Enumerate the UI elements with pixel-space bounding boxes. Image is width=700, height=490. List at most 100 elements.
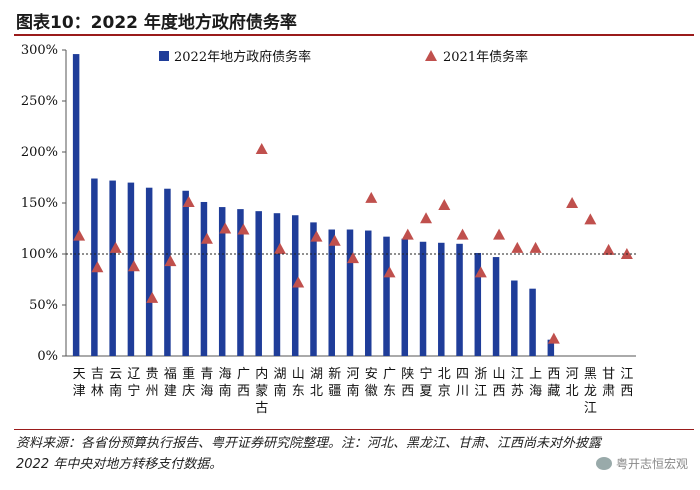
x-tick-label: 上海 (529, 367, 542, 399)
x-tick-label: 浙江 (474, 367, 487, 399)
marker-2021-山东 (292, 276, 305, 288)
x-tick-label: 河北 (566, 367, 579, 399)
bar-2022-湖北 (310, 222, 317, 356)
x-tick-label: 内蒙古 (255, 366, 268, 416)
marker-2021-河南 (347, 252, 359, 264)
x-tick-label: 江苏 (511, 367, 524, 399)
wechat-icon (595, 457, 612, 470)
watermark-text: 粤开志恒宏观 (615, 457, 688, 471)
bar-2022-广西 (237, 209, 244, 356)
x-tick-label: 云南 (109, 367, 122, 399)
x-tick-label: 青海 (200, 367, 213, 399)
marker-2021-河北 (566, 197, 579, 208)
x-tick-label: 广东 (383, 367, 396, 399)
marker-2021-四川 (456, 228, 469, 240)
bar-2022-西藏 (547, 339, 555, 356)
x-tick-label: 湖南 (273, 367, 286, 399)
bar-2022-海南 (218, 207, 226, 356)
bar-2022-广东 (383, 236, 390, 356)
chart-title: 图表10：2022 年度地方政府债务率 (16, 13, 297, 33)
debt-ratio-chart: 0% 50% 100% 150% 200% 250% 300% 天津吉林云南辽宁贵州福建重庆… (21, 43, 636, 416)
bar-2022-浙江 (474, 252, 482, 356)
marker-2021-吉林 (91, 261, 104, 273)
marker-2021-陕西 (401, 228, 414, 240)
marker-2021-海南 (219, 222, 232, 234)
marker-2021-贵州 (146, 291, 159, 303)
x-tick-label: 北京 (438, 367, 451, 399)
marker-2021-云南 (109, 241, 122, 253)
x-tick-label: 海南 (219, 367, 232, 399)
marker-2021-湖北 (310, 230, 323, 242)
bar-2022-贵州 (145, 187, 153, 356)
watermark: 粤开志恒宏观 (595, 455, 688, 472)
title-divider (14, 34, 694, 36)
x-tick-label: 甘肃 (602, 367, 615, 399)
y-tick-label: 250% (21, 94, 58, 109)
bar-2022-江苏 (511, 280, 518, 356)
x-tick-label: 重庆 (182, 366, 195, 399)
legend-swatch-2022 (159, 51, 169, 61)
legend-label-2021: 2021年债务率 (443, 49, 528, 65)
footer-divider (14, 429, 694, 430)
x-tick-label: 贵州 (146, 367, 159, 399)
y-tick-label: 200% (21, 145, 58, 160)
marker-2021-内蒙古 (255, 142, 268, 154)
bar-2022-云南 (109, 180, 116, 356)
bar-2022-北京 (438, 242, 445, 356)
bar-2022-天津 (72, 54, 80, 357)
x-tick-label: 湖北 (310, 367, 323, 399)
y-tick-label: 150% (21, 196, 58, 211)
bar-2022-四川 (456, 243, 463, 356)
marker-2021-黑龙江 (584, 213, 597, 225)
bar-2022-安徽 (365, 230, 372, 356)
marker-2021-天津 (73, 229, 86, 241)
y-tick-label: 300% (21, 43, 58, 58)
bar-2022-宁夏 (419, 241, 427, 356)
legend-label-2022: 2022年地方政府债务率 (174, 49, 311, 65)
x-tick-label: 西藏 (547, 367, 560, 399)
marker-2021-新疆 (328, 234, 341, 246)
x-tick-label: 吉林 (91, 367, 104, 399)
bar-2022-青海 (200, 201, 208, 356)
marker-2021-辽宁 (127, 260, 140, 272)
bar-2022-上海 (529, 288, 536, 356)
x-tick-label: 河南 (346, 367, 359, 399)
x-tick-label: 宁夏 (420, 366, 433, 399)
x-tick-label: 陕西 (401, 367, 414, 399)
bar-2022-陕西 (401, 238, 409, 356)
marker-2021-福建 (164, 255, 177, 267)
marker-2021-北京 (438, 199, 451, 211)
x-tick-label: 四川 (456, 367, 469, 399)
marker-2021-江苏 (511, 241, 524, 253)
marker-2021-青海 (200, 232, 213, 244)
y-tick-label: 50% (29, 298, 58, 313)
bar-2022-新疆 (328, 229, 335, 356)
y-tick-label: 0% (37, 349, 58, 364)
legend-swatch-2021 (425, 50, 437, 61)
y-tick-label: 100% (21, 247, 58, 262)
bar-2022-重庆 (182, 190, 189, 356)
marker-2021-广西 (237, 223, 250, 235)
x-tick-label: 辽宁 (127, 367, 140, 399)
bar-2022-福建 (164, 188, 171, 356)
x-tick-label: 山东 (292, 367, 305, 399)
bar-2022-湖南 (273, 213, 281, 356)
bar-2022-内蒙古 (255, 211, 262, 356)
x-tick-label: 新疆 (328, 366, 341, 399)
marker-2021-安徽 (365, 191, 378, 203)
x-tick-label: 安徽 (365, 367, 378, 399)
marker-2021-宁夏 (420, 212, 433, 224)
x-tick-label: 江西 (620, 367, 633, 399)
x-tick-label: 天津 (73, 367, 86, 399)
marker-2021-湖南 (273, 242, 286, 254)
marker-2021-山西 (493, 228, 506, 240)
x-tick-label: 广西 (237, 367, 250, 399)
marker-2021-浙江 (474, 266, 487, 278)
marker-2021-甘肃 (602, 243, 615, 255)
x-tick-label: 黑龙江 (584, 367, 597, 416)
bar-2022-河南 (346, 229, 354, 356)
bar-2022-山西 (492, 257, 500, 356)
marker-2021-西藏 (547, 332, 560, 344)
source-note: 资料来源：各省份预算执行报告、粤开证券研究院整理。注：河北、黑龙江、甘肃、江西尚… (16, 436, 602, 472)
x-tick-label: 山西 (493, 367, 506, 399)
